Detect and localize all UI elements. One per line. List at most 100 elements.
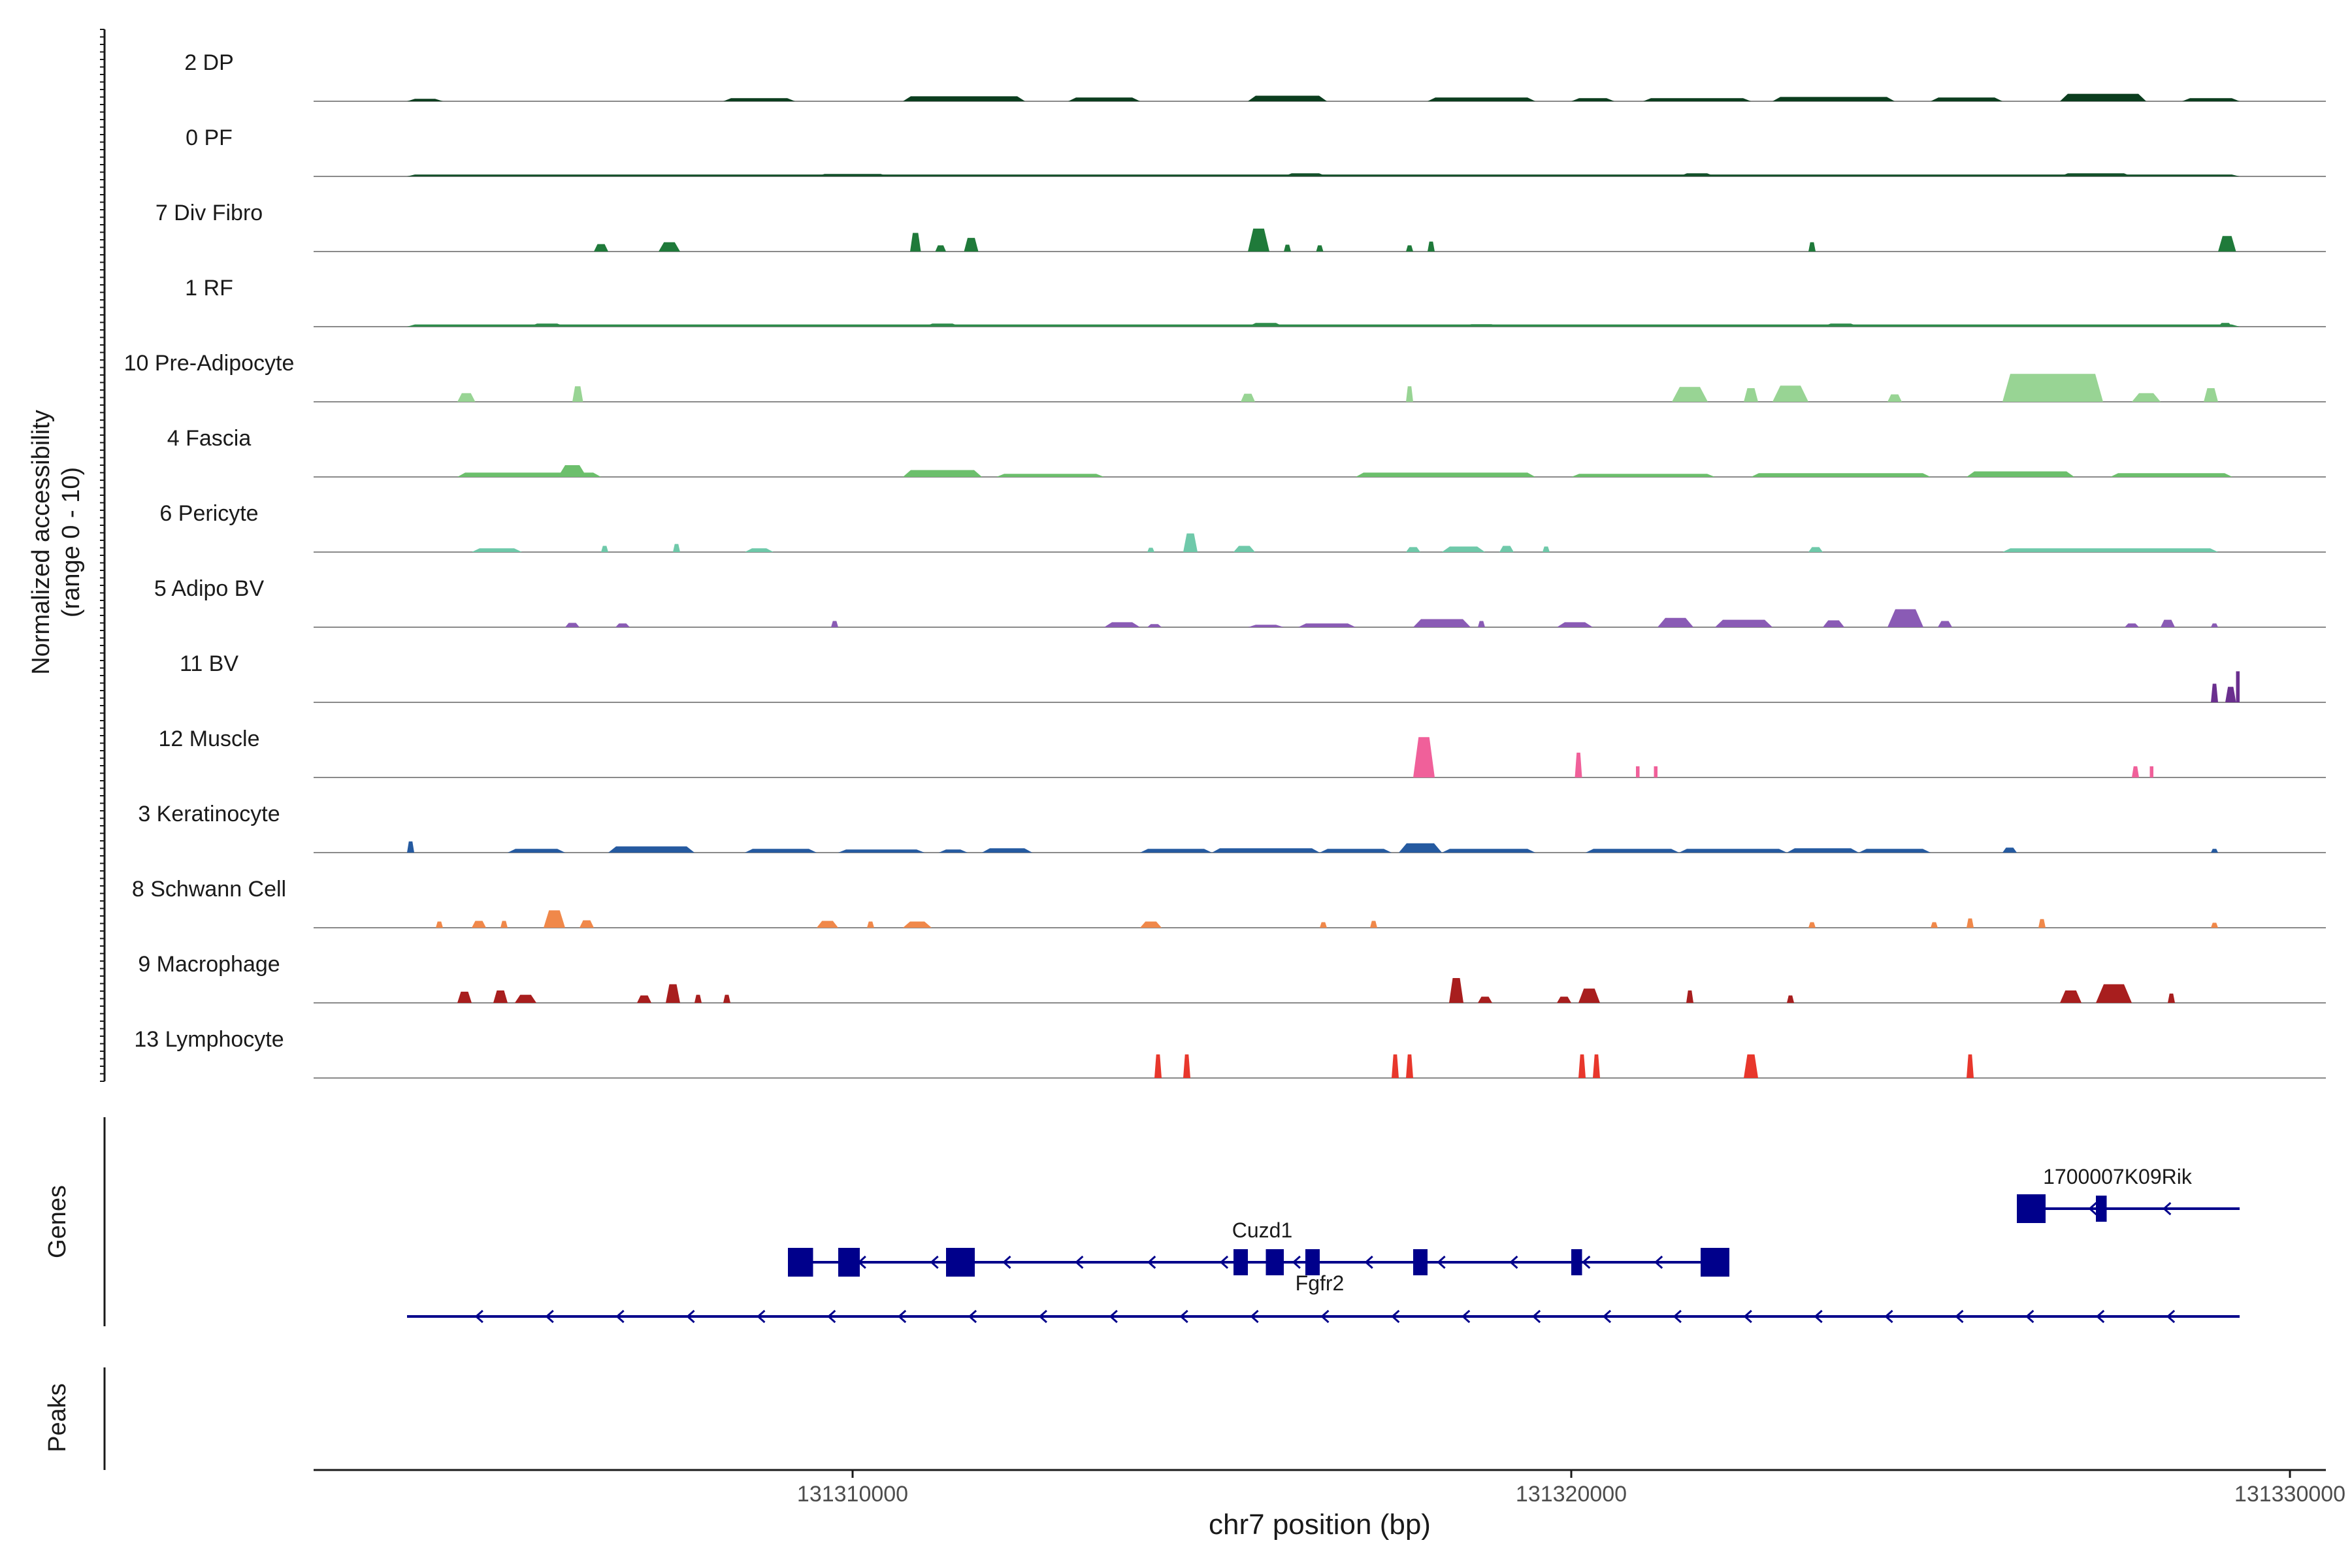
track-label: 4 Fascia — [167, 426, 252, 451]
coverage-peak — [2236, 671, 2240, 702]
strand-arrow — [2025, 1309, 2034, 1324]
coverage-peak — [580, 920, 594, 928]
coverage-peak — [1212, 848, 1320, 853]
track-4: 10 Pre-Adipocyte — [124, 351, 2326, 402]
coverage-peak — [903, 921, 932, 928]
coverage-peak — [1392, 1054, 1399, 1078]
strand-arrow — [968, 1309, 977, 1324]
coverage-peak — [1967, 918, 1974, 928]
track-label: 0 PF — [186, 125, 233, 150]
strand-arrow — [1884, 1309, 1893, 1324]
coverage-peak — [1320, 849, 1392, 853]
coverage-peak — [1406, 245, 1413, 252]
track-label: 3 Keratinocyte — [138, 802, 280, 826]
coverage-peak — [982, 848, 1032, 853]
x-tick-label: 131310000 — [797, 1482, 908, 1507]
strand-arrow — [1147, 1255, 1156, 1269]
coverage-peak — [2060, 93, 2146, 101]
track-13: 13 Lymphocyte — [134, 1027, 2326, 1079]
coverage-peak — [1147, 624, 1162, 627]
track-label: 13 Lymphocyte — [134, 1027, 284, 1052]
coverage-peak — [1413, 619, 1471, 627]
coverage-peak — [723, 98, 795, 101]
coverage-peak — [1499, 546, 1514, 552]
track-11: 8 Schwann Cell — [132, 877, 2326, 928]
coverage-peak — [1284, 173, 1327, 176]
coverage-peak — [1887, 394, 1902, 402]
strand-arrow — [1955, 1309, 1964, 1324]
strand-arrow — [827, 1309, 836, 1324]
coverage-peak — [2218, 236, 2236, 252]
coverage-peak — [1938, 621, 1952, 627]
track-label: 1 RF — [185, 276, 233, 301]
coverage-peak — [1772, 385, 1808, 402]
coverage-peak — [964, 238, 979, 252]
coverage-peak — [2002, 374, 2103, 402]
coverage-peak — [1298, 623, 1356, 627]
coverage-peak — [1751, 473, 1931, 477]
coverage-peak — [2132, 393, 2161, 402]
coverage-peak — [1399, 843, 1442, 853]
coverage-peak — [1463, 324, 1499, 327]
track-label: 8 Schwann Cell — [132, 877, 286, 902]
gene-label: Cuzd1 — [1232, 1218, 1293, 1242]
coverage-peak — [2002, 548, 2218, 552]
coverage-peak — [1140, 921, 1162, 928]
coverage-peak — [1233, 546, 1255, 552]
coverage-peak — [407, 324, 2240, 327]
coverage-peak — [838, 849, 924, 853]
coverage-peak — [594, 244, 608, 252]
coverage-peak — [2096, 984, 2132, 1003]
coverage-peak — [1183, 1054, 1190, 1078]
coverage-peak — [1320, 922, 1327, 928]
strand-arrow — [2088, 1201, 2097, 1216]
strand-arrow — [1038, 1309, 1047, 1324]
track-label: 12 Muscle — [159, 727, 260, 751]
coverage-peak — [2132, 766, 2139, 777]
strand-arrow — [1673, 1309, 1682, 1324]
coverage-y-axis — [100, 29, 106, 1082]
strand-arrow — [1109, 1309, 1118, 1324]
exon — [2017, 1194, 2046, 1223]
coverage-peak — [2218, 323, 2232, 327]
track-label: 2 DP — [184, 50, 234, 75]
track-label: 10 Pre-Adipocyte — [124, 351, 295, 376]
coverage-peak — [1413, 737, 1435, 777]
coverage-peak — [939, 849, 968, 853]
coverage-peak — [1931, 922, 1938, 928]
strand-arrow — [1219, 1255, 1229, 1269]
coverage-peak — [1578, 1054, 1586, 1078]
strand-arrow — [930, 1255, 939, 1269]
y-axis-title: Normalized accessibility (range 0 - 10) — [27, 410, 85, 674]
coverage-peak — [831, 621, 838, 627]
strand-arrow — [897, 1309, 907, 1324]
coverage-peak — [1967, 471, 2074, 477]
coverage-peak — [935, 245, 946, 252]
exon — [788, 1248, 813, 1277]
coverage-peak — [558, 465, 587, 477]
coverage-peak — [1787, 995, 1794, 1003]
coverage-peak — [2211, 683, 2218, 702]
strand-arrow — [1531, 1309, 1541, 1324]
track-5: 4 Fascia — [167, 426, 2326, 478]
coverage-peak — [867, 921, 874, 928]
gene-annotation-track: 1700007K09Rik Cuzd1 Fgfr2 — [407, 1165, 2240, 1324]
y-axis-title-line-2: (range 0 - 10) — [57, 467, 85, 617]
x-tick-label: 131330000 — [2234, 1482, 2345, 1507]
coverage-peak — [493, 990, 508, 1003]
x-axis-title: chr7 position (bp) — [1209, 1509, 1431, 1541]
coverage-peak — [2060, 173, 2132, 176]
coverage-peak — [1248, 625, 1284, 627]
coverage-peak — [1744, 1054, 1758, 1078]
strand-arrow — [545, 1309, 554, 1324]
track-2: 7 Div Fibro — [155, 201, 2326, 252]
coverage-peak — [910, 233, 921, 252]
coverage-peak — [2182, 98, 2240, 101]
track-6: 6 Pericyte — [159, 501, 2326, 553]
coverage-peak — [2038, 919, 2046, 928]
coverage-peak — [2168, 993, 2175, 1003]
coverage-peak — [1406, 1054, 1413, 1078]
gene-2: Fgfr2 — [407, 1271, 2240, 1324]
